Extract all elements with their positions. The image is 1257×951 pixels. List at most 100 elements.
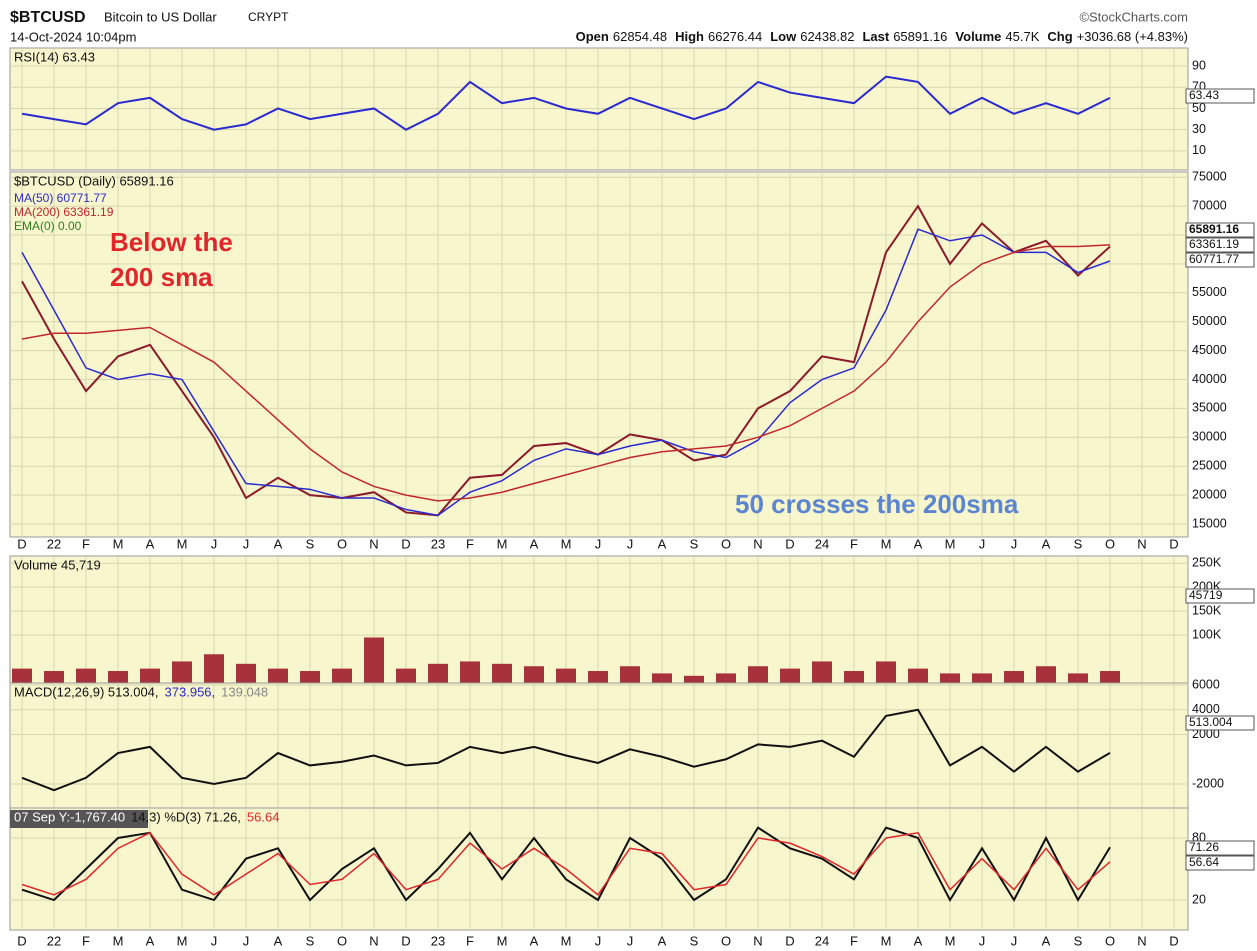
volume-bar bbox=[140, 668, 160, 683]
x-tick-label: N bbox=[369, 536, 378, 551]
volume-bar bbox=[268, 668, 288, 683]
volume-bar bbox=[684, 675, 704, 683]
x-tick-label: A bbox=[658, 933, 667, 948]
y-tick-label: 30 bbox=[1192, 122, 1206, 136]
volume-bar bbox=[620, 666, 640, 683]
y-tick-label: 10 bbox=[1192, 143, 1206, 157]
last-value: 513.004 bbox=[1189, 715, 1233, 729]
x-tick-label: M bbox=[497, 536, 508, 551]
last-value: 45719 bbox=[1189, 588, 1223, 602]
x-tick-label: S bbox=[690, 933, 699, 948]
legend-item: MACD(12,26,9) 513.004, bbox=[14, 684, 159, 699]
x-tick-label: M bbox=[945, 933, 956, 948]
x-tick-label: D bbox=[785, 933, 794, 948]
series-line bbox=[21, 826, 1111, 903]
volume-bar bbox=[428, 663, 448, 683]
legend-item: EMA(0) 0.00 bbox=[14, 219, 82, 233]
last-value-tag bbox=[1185, 88, 1255, 104]
volume-bar bbox=[780, 668, 800, 683]
x-tick-label: F bbox=[82, 536, 90, 551]
y-tick-label: 6000 bbox=[1192, 677, 1220, 691]
x-tick-label: M bbox=[177, 933, 188, 948]
legend-item: 56.64 bbox=[247, 809, 280, 824]
series-line bbox=[21, 228, 1111, 517]
y-tick-label: 20000 bbox=[1192, 487, 1227, 501]
quote: Open 62854.48 High 66276.44 Low 62438.82 Last 6… bbox=[576, 29, 1188, 44]
legend-item: 07 Sep Y:-1,767.40 bbox=[14, 809, 125, 824]
volume-bar bbox=[236, 663, 256, 683]
y-tick-label: 75000 bbox=[1192, 169, 1227, 183]
x-tick-label: J bbox=[627, 536, 634, 551]
exchange: CRYPT bbox=[248, 10, 289, 24]
last-value-tag bbox=[1185, 840, 1255, 856]
quote-value: 65891.16 bbox=[893, 29, 947, 44]
x-tick-label: 24 bbox=[815, 536, 829, 551]
volume-bar bbox=[108, 671, 128, 683]
last-value: 63361.19 bbox=[1189, 237, 1239, 251]
x-tick-label: 22 bbox=[47, 536, 61, 551]
x-tick-label: M bbox=[561, 536, 572, 551]
volume-bar bbox=[332, 668, 352, 683]
x-tick-label: O bbox=[721, 933, 731, 948]
y-tick-label: 25000 bbox=[1192, 458, 1227, 472]
x-tick-label: D bbox=[1169, 933, 1178, 948]
x-tick-label: S bbox=[306, 536, 315, 551]
x-tick-label: J bbox=[979, 933, 986, 948]
quote-value: 45.7K bbox=[1005, 29, 1039, 44]
x-tick-label: 22 bbox=[47, 933, 61, 948]
volume-bar bbox=[1004, 671, 1024, 683]
x-tick-label: O bbox=[1105, 536, 1115, 551]
x-tick-label: M bbox=[113, 933, 124, 948]
legend-item: 373.956, bbox=[165, 684, 216, 699]
x-tick-label: F bbox=[850, 536, 858, 551]
series-line bbox=[21, 831, 1111, 896]
last-value-tag bbox=[1185, 252, 1255, 268]
volume-bar bbox=[748, 666, 768, 683]
last-value-tag bbox=[1185, 715, 1255, 731]
x-tick-label: O bbox=[337, 536, 347, 551]
quote-label: Low bbox=[770, 29, 797, 44]
y-tick-label: 15000 bbox=[1192, 516, 1227, 530]
last-value: 65891.16 bbox=[1189, 222, 1239, 236]
volume-bar bbox=[76, 668, 96, 683]
series-line bbox=[21, 204, 1111, 517]
volume-bar bbox=[460, 661, 480, 683]
last-value-tag bbox=[1185, 222, 1255, 238]
legend-item: RSI(14) 63.43 bbox=[14, 49, 95, 64]
x-tick-label: S bbox=[1074, 933, 1083, 948]
quote-value: 62854.48 bbox=[613, 29, 667, 44]
volume-bar bbox=[204, 654, 224, 683]
volume-bar bbox=[396, 668, 416, 683]
quote-label: Chg bbox=[1047, 29, 1072, 44]
volume-bar bbox=[556, 668, 576, 683]
volume-bar bbox=[588, 671, 608, 683]
volume-bar bbox=[844, 671, 864, 683]
x-tick-label: A bbox=[146, 933, 155, 948]
annotation: 200 sma bbox=[110, 262, 213, 292]
x-tick-label: D bbox=[1169, 536, 1178, 551]
x-tick-label: A bbox=[530, 536, 539, 551]
volume-bar bbox=[1100, 671, 1120, 683]
symbol-name: Bitcoin to US Dollar bbox=[104, 9, 217, 24]
quote-value: 66276.44 bbox=[708, 29, 762, 44]
x-tick-label: J bbox=[211, 933, 218, 948]
series-line bbox=[21, 708, 1111, 792]
x-tick-label: O bbox=[337, 933, 347, 948]
volume-bar bbox=[908, 668, 928, 683]
x-tick-label: J bbox=[211, 536, 218, 551]
legend-item: MA(200) 63361.19 bbox=[14, 205, 114, 219]
annotation: Below the bbox=[110, 227, 233, 257]
x-tick-label: A bbox=[146, 536, 155, 551]
x-tick-label: S bbox=[690, 536, 699, 551]
panel bbox=[9, 807, 1189, 931]
volume-bar bbox=[716, 673, 736, 683]
volume-bar bbox=[172, 661, 192, 683]
x-tick-label: S bbox=[306, 933, 315, 948]
x-tick-label: F bbox=[850, 933, 858, 948]
x-tick-label: M bbox=[113, 536, 124, 551]
x-tick-label: A bbox=[1042, 933, 1051, 948]
y-tick-label: 35000 bbox=[1192, 401, 1227, 415]
last-value: 60771.77 bbox=[1189, 252, 1239, 266]
legend-item: 14,3) %D(3) 71.26, bbox=[131, 809, 241, 824]
